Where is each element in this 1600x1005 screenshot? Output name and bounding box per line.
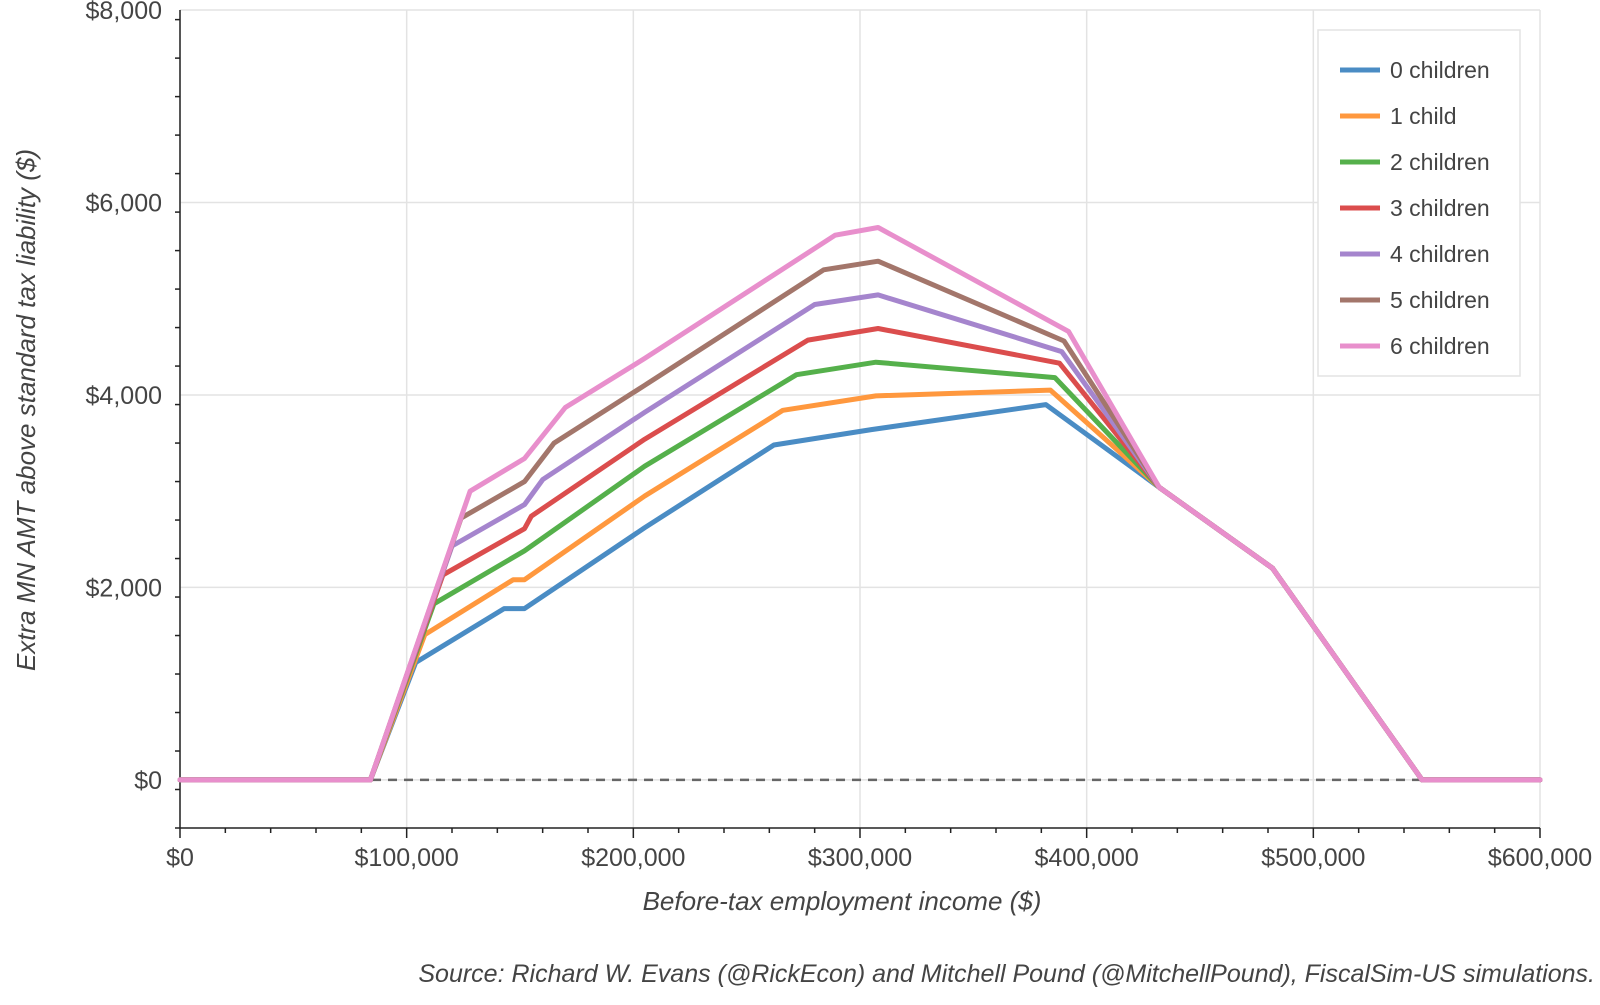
legend-label: 2 children: [1390, 149, 1490, 175]
x-tick-label: $200,000: [581, 844, 685, 872]
y-tick-label: $8,000: [86, 0, 162, 25]
legend-box: [1317, 29, 1521, 377]
legend-label: 5 children: [1390, 287, 1490, 313]
series-layer: [177, 225, 1543, 783]
legend-label: 1 child: [1390, 103, 1456, 129]
y-tick-label: $0: [134, 767, 162, 795]
source-note: Source: Richard W. Evans (@RickEcon) and…: [418, 960, 1595, 988]
y-tick-label: $2,000: [86, 574, 162, 602]
x-tick-label: $500,000: [1261, 844, 1365, 872]
x-axis-title: Before-tax employment income ($): [643, 886, 1042, 916]
series-line-6-children: [177, 225, 1543, 783]
x-tick-label: $600,000: [1488, 844, 1592, 872]
legend-label: 3 children: [1390, 195, 1490, 221]
x-tick-label: $400,000: [1035, 844, 1139, 872]
legend: 0 children 1 child 2 children 3 children 4 c…: [1317, 29, 1521, 377]
y-tick-label: $4,000: [86, 382, 162, 410]
x-tick-label: $100,000: [355, 844, 459, 872]
legend-label: 0 children: [1390, 57, 1490, 83]
axes-layer: $0 $100,000 $200,000 $300,000 $400,000 $500,0…: [86, 0, 1593, 872]
grid-layer: [179, 9, 1541, 828]
legend-label: 4 children: [1390, 241, 1490, 267]
y-tick-label: $6,000: [86, 189, 162, 217]
y-axis-title: Extra MN AMT above standard tax liabilit…: [11, 149, 41, 671]
x-tick-label: $0: [166, 844, 194, 872]
x-tick-label: $300,000: [808, 844, 912, 872]
legend-label: 6 children: [1390, 333, 1490, 359]
